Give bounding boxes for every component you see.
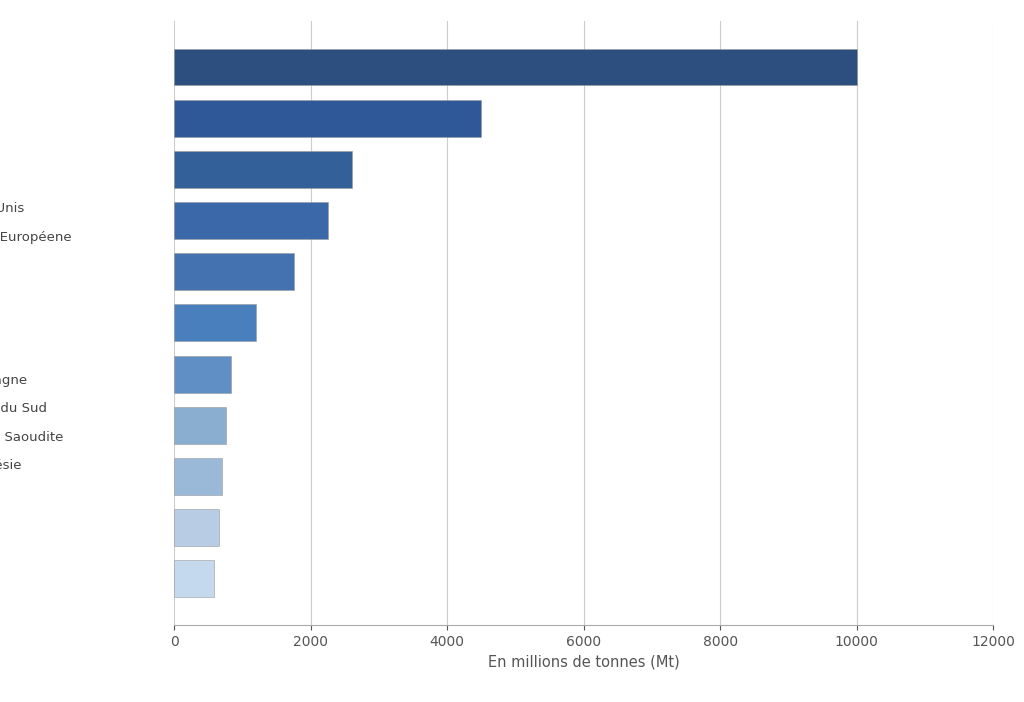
Bar	[174, 48, 857, 86]
X-axis label: En millions de tonnes (Mt): En millions de tonnes (Mt)	[487, 654, 680, 669]
Bar	[174, 151, 351, 187]
Bar	[174, 509, 219, 546]
Bar	[174, 356, 231, 392]
Bar	[174, 560, 214, 597]
Bar	[174, 305, 256, 341]
Bar	[174, 407, 226, 444]
Bar	[174, 253, 294, 290]
Bar	[174, 202, 328, 239]
Legend: Chine, États-Unis, Union Européene, Inde, Russie, Japon, Iran, Allemagne, Corée : Chine, États-Unis, Union Européene, Inde…	[0, 168, 77, 477]
Bar	[174, 100, 481, 137]
Bar	[174, 458, 222, 495]
